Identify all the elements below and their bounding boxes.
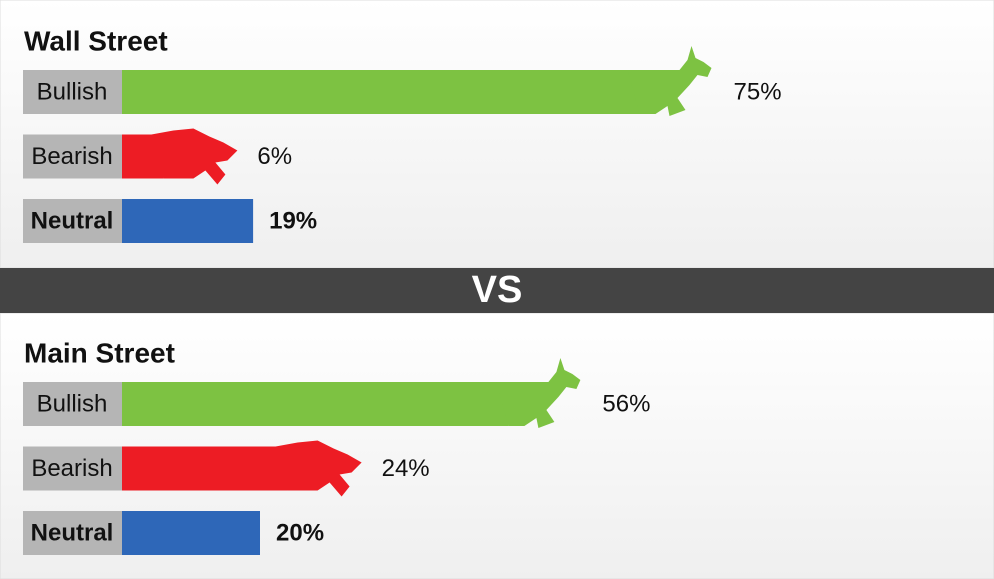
bar xyxy=(122,446,288,491)
value-label: 24% xyxy=(382,455,430,482)
bar xyxy=(122,511,260,555)
category-label: Bullish xyxy=(37,78,108,105)
divider-band xyxy=(0,268,994,313)
panel-title: Main Street xyxy=(24,337,175,368)
category-box xyxy=(23,70,122,114)
divider-label: VS xyxy=(472,269,523,311)
category-label: Bearish xyxy=(31,455,112,482)
bear-icon xyxy=(275,440,362,497)
bull-icon xyxy=(627,46,712,116)
category-box xyxy=(23,134,122,179)
bar xyxy=(122,70,640,114)
category-label: Bearish xyxy=(31,143,112,170)
value-label: 20% xyxy=(276,519,324,546)
value-label: 19% xyxy=(269,207,317,234)
bar xyxy=(122,199,254,243)
category-box xyxy=(23,511,122,555)
bar xyxy=(122,382,509,426)
category-box xyxy=(23,382,122,426)
bull-icon xyxy=(496,358,581,428)
bear-icon xyxy=(151,128,238,185)
value-label: 75% xyxy=(734,78,782,105)
category-box xyxy=(23,199,122,243)
value-label: 6% xyxy=(257,143,292,170)
category-label: Neutral xyxy=(31,519,114,546)
panel-title: Wall Street xyxy=(24,25,168,56)
category-box xyxy=(23,446,122,491)
category-label: Bullish xyxy=(37,390,108,417)
category-label: Neutral xyxy=(31,207,114,234)
value-label: 56% xyxy=(602,390,650,417)
